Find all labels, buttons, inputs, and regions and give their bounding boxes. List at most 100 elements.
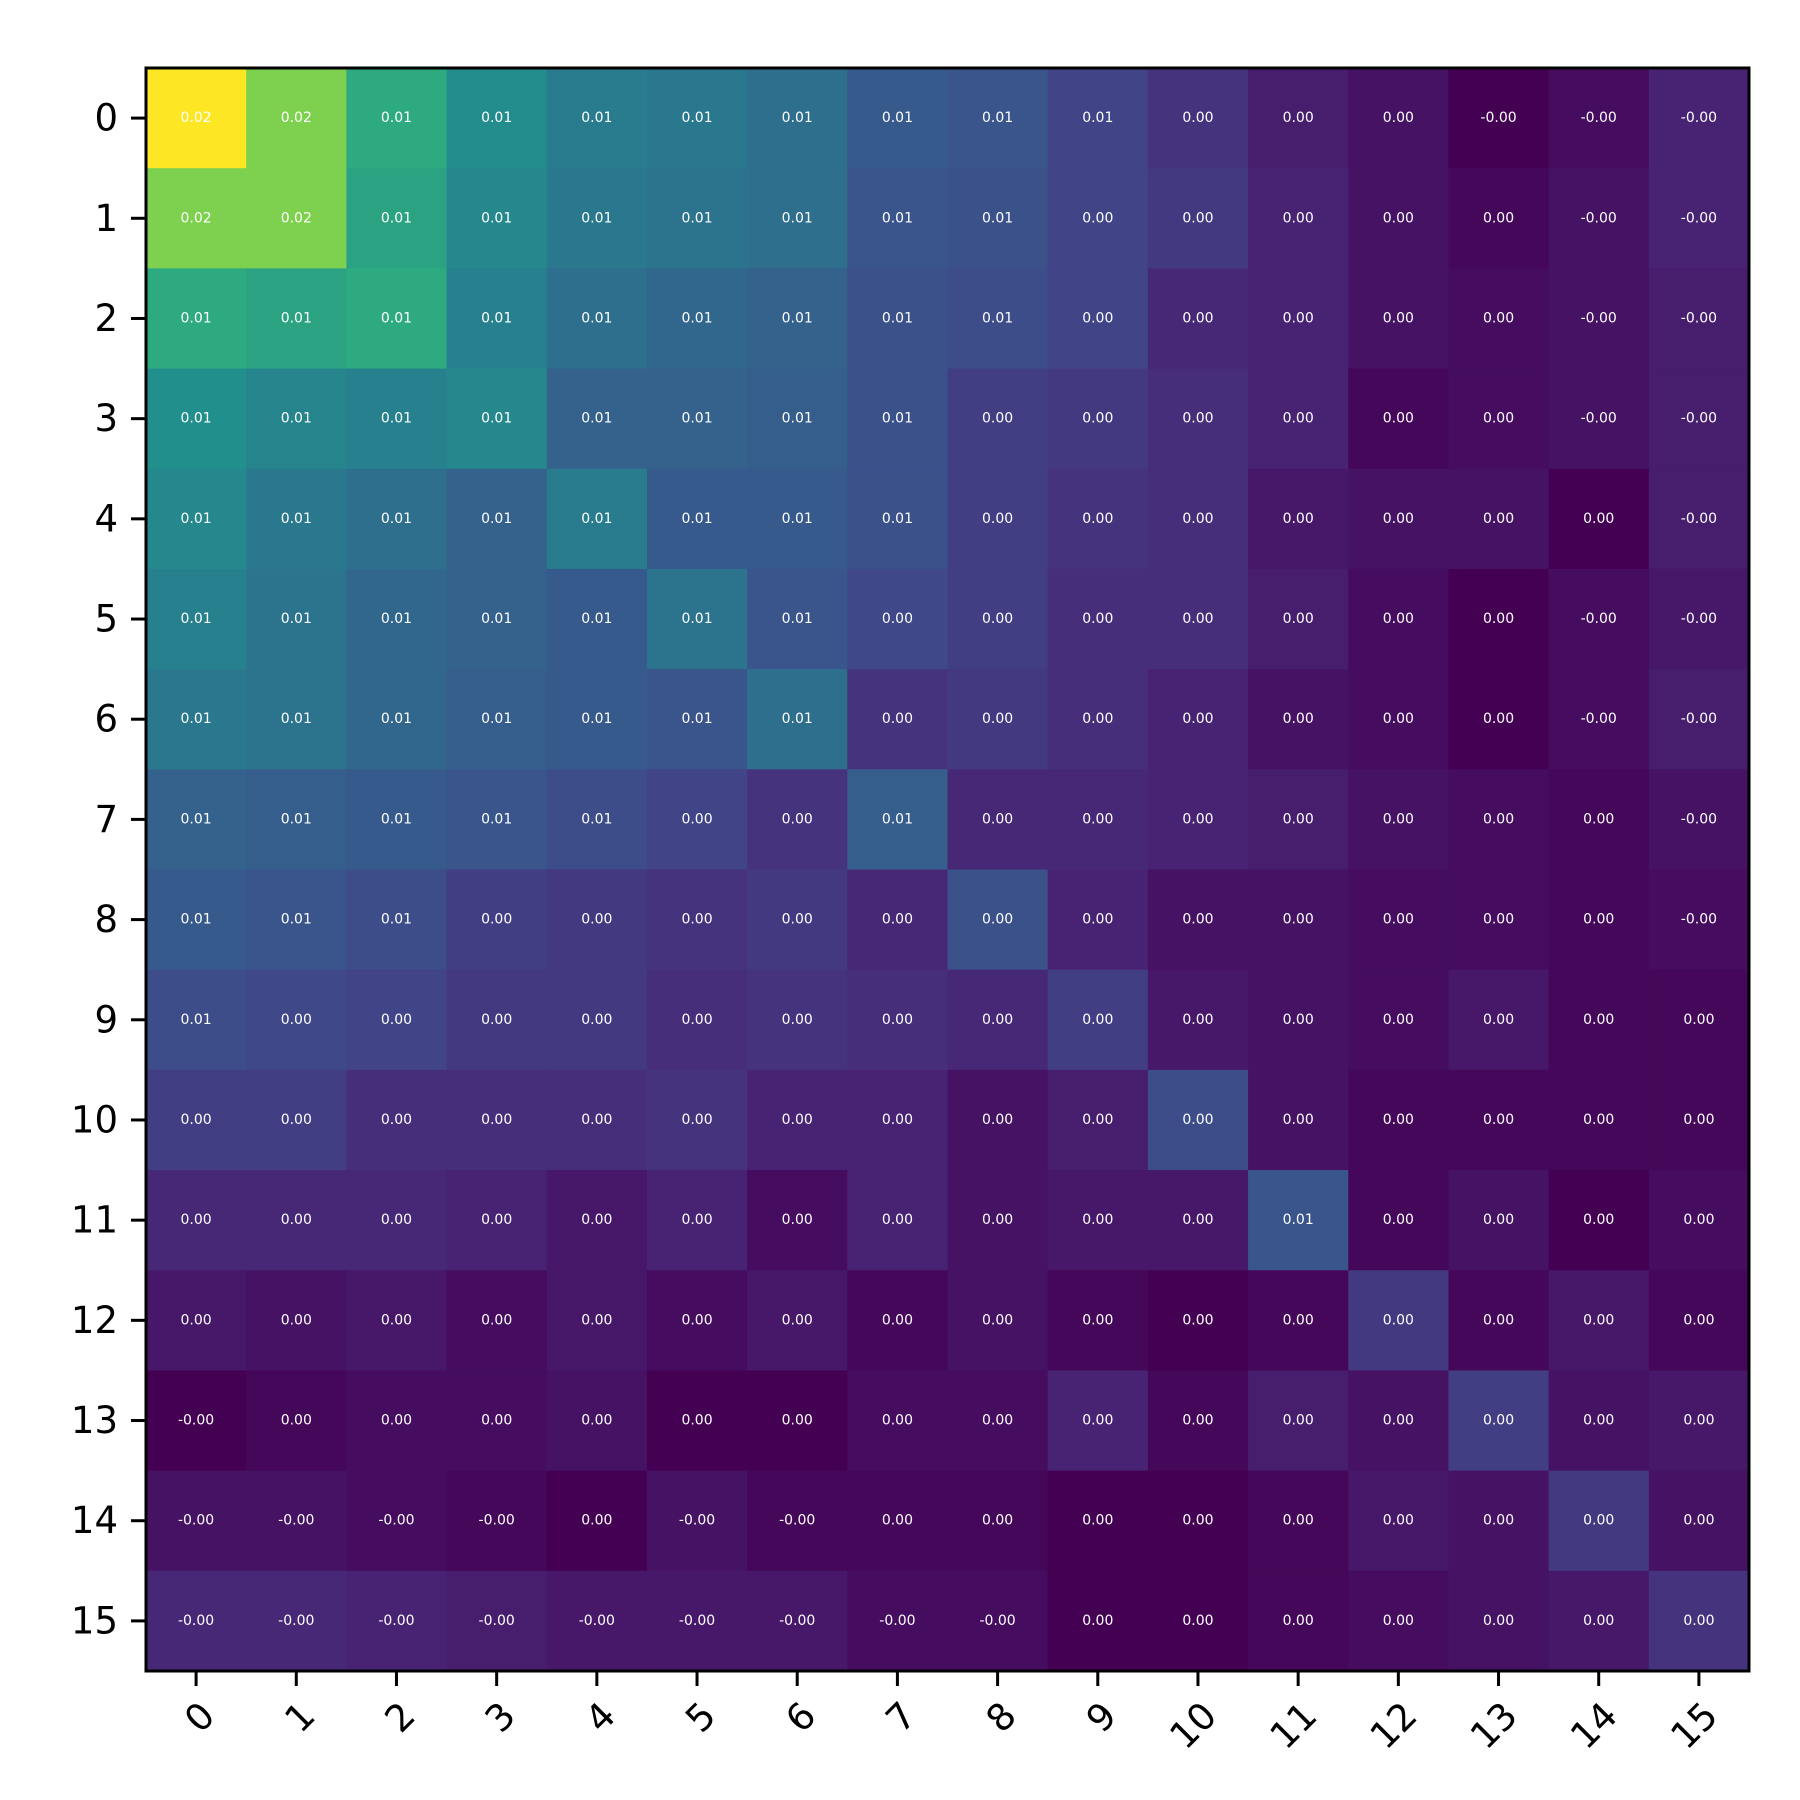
cell-label-15-7: -0.00 [879, 1613, 915, 1629]
x-tick-label-0: 0 [176, 1694, 223, 1741]
heatmap-cell-1-5 [646, 168, 748, 269]
cell-label-11-4: 0.00 [581, 1212, 612, 1228]
heatmap-cell-7-7 [847, 769, 949, 871]
cell-label-8-15: -0.00 [1681, 912, 1717, 928]
heatmap-cell-5-10 [1147, 568, 1249, 670]
x-tick-label-4: 4 [577, 1694, 624, 1741]
cell-label-8-4: 0.00 [581, 912, 612, 928]
cell-label-10-15: 0.00 [1683, 1112, 1714, 1128]
cell-label-13-7: 0.00 [882, 1413, 913, 1429]
heatmap-cell-9-0 [146, 969, 247, 1071]
heatmap-cell-5-2 [346, 568, 448, 670]
cell-label-5-4: 0.01 [581, 611, 612, 627]
cell-label-2-9: 0.00 [1082, 310, 1113, 326]
heatmap-cell-0-14 [1548, 68, 1650, 169]
cell-label-11-9: 0.00 [1082, 1212, 1113, 1228]
cell-label-6-6: 0.01 [782, 711, 813, 727]
cell-label-1-7: 0.01 [882, 210, 913, 226]
heatmap-cell-10-10 [1147, 1069, 1249, 1171]
cell-label-5-9: 0.00 [1082, 611, 1113, 627]
cell-label-10-9: 0.00 [1082, 1112, 1113, 1128]
cell-label-7-6: 0.00 [782, 811, 813, 827]
heatmap-cell-1-0 [146, 168, 247, 269]
cell-label-1-3: 0.01 [481, 210, 512, 226]
cell-label-5-11: 0.00 [1283, 611, 1314, 627]
heatmap-cell-12-2 [346, 1270, 448, 1372]
x-tick-label-2: 2 [377, 1694, 424, 1741]
cell-label-11-0: 0.00 [181, 1212, 212, 1228]
cell-label-6-7: 0.00 [882, 711, 913, 727]
cell-label-4-15: -0.00 [1681, 511, 1717, 527]
heatmap-cell-2-11 [1248, 268, 1349, 370]
cell-label-2-5: 0.01 [681, 310, 712, 326]
heatmap-cell-13-2 [346, 1370, 448, 1472]
heatmap-cell-1-12 [1348, 168, 1450, 269]
cell-label-9-9: 0.00 [1082, 1012, 1113, 1028]
heatmap-cell-12-0 [146, 1270, 247, 1372]
cell-label-0-11: 0.00 [1283, 110, 1314, 126]
cell-label-15-5: -0.00 [679, 1613, 715, 1629]
cell-label-9-7: 0.00 [882, 1012, 913, 1028]
heatmap-cell-3-6 [747, 368, 848, 470]
heatmap-cell-0-6 [747, 68, 848, 169]
heatmap-cell-13-1 [246, 1370, 347, 1472]
cell-label-0-12: 0.00 [1383, 110, 1414, 126]
heatmap-cell-7-5 [646, 769, 748, 871]
heatmap-cell-15-13 [1448, 1570, 1550, 1672]
cell-label-7-4: 0.01 [581, 811, 612, 827]
heatmap-cell-7-11 [1248, 769, 1349, 871]
heatmap-cell-8-11 [1248, 869, 1349, 971]
cell-label-13-13: 0.00 [1483, 1413, 1514, 1429]
cell-label-12-3: 0.00 [481, 1312, 512, 1328]
heatmap-cell-6-2 [346, 669, 448, 770]
heatmap-cell-6-8 [947, 669, 1049, 770]
heatmap-cell-9-4 [546, 969, 648, 1071]
cell-label-10-6: 0.00 [782, 1112, 813, 1128]
heatmap-cell-11-8 [947, 1170, 1049, 1271]
heatmap-cell-3-9 [1047, 368, 1149, 470]
heatmap-cell-9-9 [1047, 969, 1149, 1071]
cell-label-8-11: 0.00 [1283, 912, 1314, 928]
cell-label-8-9: 0.00 [1082, 912, 1113, 928]
heatmap-cell-6-4 [546, 669, 648, 770]
y-tick-label-7: 7 [94, 798, 118, 841]
cell-label-14-8: 0.00 [982, 1513, 1013, 1529]
cell-label-2-10: 0.00 [1182, 310, 1213, 326]
heatmap-cell-3-3 [446, 368, 548, 470]
cell-label-6-0: 0.01 [181, 711, 212, 727]
cell-label-14-15: 0.00 [1683, 1513, 1714, 1529]
cell-label-2-4: 0.01 [581, 310, 612, 326]
heatmap-cell-11-14 [1548, 1170, 1650, 1271]
heatmap-cell-0-13 [1448, 68, 1550, 169]
cell-label-0-2: 0.01 [381, 110, 412, 126]
heatmap-cell-7-9 [1047, 769, 1149, 871]
cell-label-12-8: 0.00 [982, 1312, 1013, 1328]
cell-label-11-14: 0.00 [1583, 1212, 1614, 1228]
heatmap-cell-15-9 [1047, 1570, 1149, 1672]
cell-label-12-5: 0.00 [681, 1312, 712, 1328]
heatmap-cell-1-15 [1648, 168, 1750, 269]
heatmap-cell-12-7 [847, 1270, 949, 1372]
heatmap-cell-4-9 [1047, 468, 1149, 570]
y-tick-label-9: 9 [94, 998, 118, 1041]
cell-label-13-6: 0.00 [782, 1413, 813, 1429]
cell-label-3-8: 0.00 [982, 411, 1013, 427]
cell-label-8-10: 0.00 [1182, 912, 1213, 928]
heatmap-cell-8-13 [1448, 869, 1550, 971]
cell-label-5-7: 0.00 [882, 611, 913, 627]
cell-label-15-10: 0.00 [1182, 1613, 1213, 1629]
cell-label-9-3: 0.00 [481, 1012, 512, 1028]
heatmap-cell-4-1 [246, 468, 347, 570]
heatmap-cell-15-1 [246, 1570, 347, 1672]
cell-label-6-15: -0.00 [1681, 711, 1717, 727]
heatmap-cell-5-15 [1648, 568, 1750, 670]
heatmap-cell-14-5 [646, 1470, 748, 1572]
heatmap-cell-2-7 [847, 268, 949, 370]
heatmap-cell-5-0 [146, 568, 247, 670]
cell-label-4-14: 0.00 [1583, 511, 1614, 527]
heatmap-cell-8-1 [246, 869, 347, 971]
heatmap-cell-2-3 [446, 268, 548, 370]
heatmap-cell-1-7 [847, 168, 949, 269]
heatmap-cell-14-6 [747, 1470, 848, 1572]
heatmap-cell-13-14 [1548, 1370, 1650, 1472]
